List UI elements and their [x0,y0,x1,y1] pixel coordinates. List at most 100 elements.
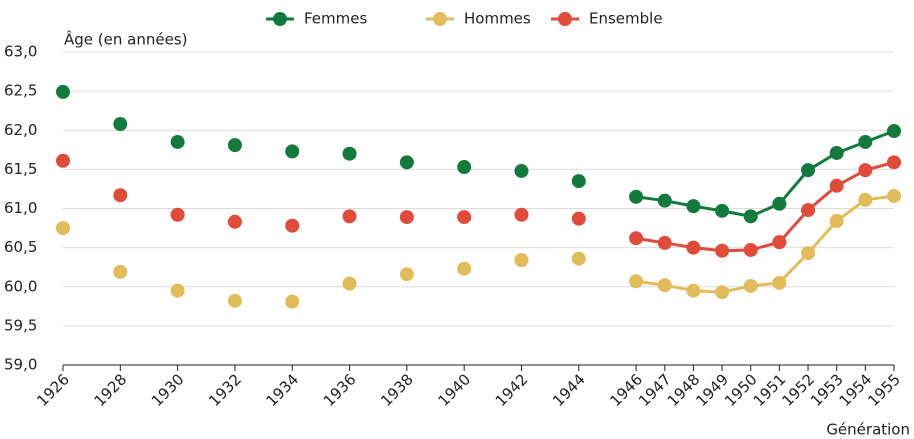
y-tick-label: 60,5 [4,238,37,256]
data-point [170,207,185,222]
x-tick-label: 1952 [778,370,818,410]
data-point [170,283,185,298]
data-point [629,231,644,246]
data-point [514,207,529,222]
data-point [514,253,529,268]
x-tick-label: 1942 [492,370,532,410]
y-tick-label: 63,0 [4,43,37,61]
data-point [227,214,242,229]
x-tick-label: 1946 [606,370,646,410]
data-point [887,155,901,170]
data-point [342,146,357,161]
x-tick-label: 1934 [263,370,303,410]
data-point [858,192,873,207]
data-point [285,144,300,159]
x-tick-label: 1932 [205,370,245,410]
data-point [629,274,644,289]
data-point [457,160,472,175]
data-point [743,209,758,224]
data-point [342,276,357,291]
y-tick-label: 59,5 [4,316,37,334]
x-tick-label: 1940 [434,370,474,410]
data-point [801,246,816,261]
x-tick-label: 1953 [807,370,847,410]
x-tick-label: 1926 [33,370,73,410]
data-point [113,188,128,203]
data-point [657,278,672,293]
y-axis-label: Âge (en années) [64,30,187,49]
x-tick-label: 1951 [750,370,790,410]
legend-label: Femmes [304,10,367,28]
legend-label: Hommes [464,10,531,28]
x-tick-label: 1950 [721,370,761,410]
series-line [635,160,895,253]
y-tick-label: 60,0 [4,277,37,295]
legend-item: Femmes [266,10,367,28]
data-point [657,235,672,250]
data-point [285,218,300,233]
data-point [399,155,414,170]
legend-marker [433,12,447,26]
legend-item: Ensemble [551,10,663,28]
data-point [858,163,873,178]
data-point [56,84,70,99]
data-point [457,210,472,225]
data-point [715,285,730,300]
x-tick-label: 1944 [549,370,589,410]
x-tick-label: 1949 [692,370,732,410]
data-point [829,145,844,160]
x-tick-label: 1955 [864,370,904,410]
data-point [772,235,787,250]
data-point [457,261,472,276]
data-point [514,163,529,178]
y-tick-label: 62,0 [4,121,37,139]
legend-marker [273,12,287,26]
series-line [635,129,895,218]
data-point [829,214,844,229]
y-tick-label: 62,5 [4,82,37,100]
x-tick-label: 1938 [377,370,417,410]
data-point [113,264,128,279]
data-point [743,242,758,257]
x-tick-label: 1947 [635,370,675,410]
y-tick-label: 61,5 [4,160,37,178]
data-point [342,209,357,224]
data-point [686,240,701,255]
data-point [56,221,70,236]
data-point [829,178,844,193]
x-tick-label: 1928 [91,370,131,410]
legend-marker [558,12,572,26]
x-tick-label: 1930 [148,370,188,410]
x-tick-label: 1954 [836,370,876,410]
data-point [113,116,128,131]
data-point [743,278,758,293]
legend-item: Hommes [426,10,531,28]
x-axis-label: Génération [826,421,910,439]
data-point [715,243,730,258]
data-point [571,211,586,226]
data-point [686,283,701,298]
data-point [887,188,901,203]
x-tick-label: 1948 [664,370,704,410]
data-point [399,210,414,225]
data-point [657,193,672,208]
data-point [772,275,787,290]
y-tick-label: 61,0 [4,199,37,217]
data-point [227,293,242,308]
data-point [801,203,816,218]
data-point [170,134,185,149]
series-line [635,194,895,294]
data-point [56,153,70,168]
y-tick-label: 59,0 [4,356,37,374]
data-point [887,124,901,139]
data-point [285,294,300,309]
data-point [227,138,242,153]
data-point [858,134,873,149]
data-point [399,267,414,282]
data-point [571,174,586,189]
data-point [801,163,816,178]
data-point [571,251,586,266]
data-point [629,189,644,204]
data-point [772,196,787,211]
